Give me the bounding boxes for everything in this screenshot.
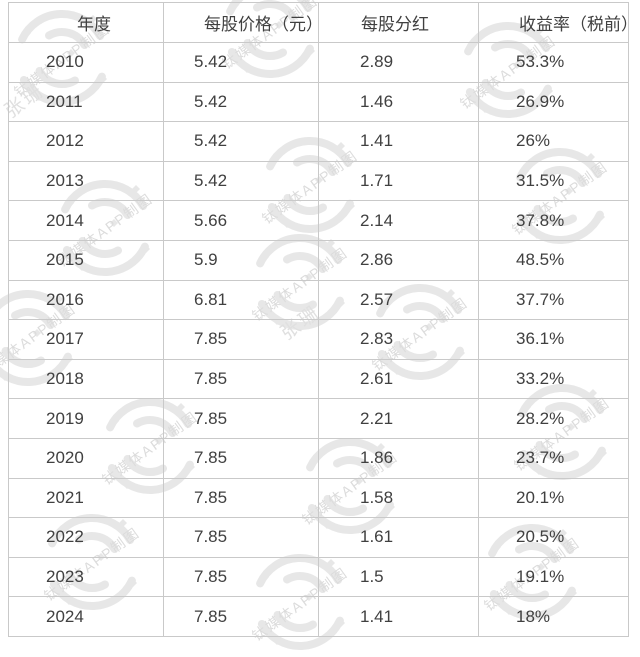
table-row: 2022 7.85 1.61 20.5% [8,517,629,558]
table-cell: 7.85 [163,517,319,558]
table-row: 2019 7.85 2.21 28.2% [8,398,629,439]
table-cell: 7.85 [163,477,319,519]
table-cell: 20.5% [478,517,629,558]
table-row: 2011 5.42 1.46 26.9% [8,81,629,123]
table-row: 2020 7.85 1.86 23.7% [8,437,629,479]
table-cell: 18% [478,596,629,637]
table-cell: 7.85 [163,398,319,439]
table-cell: 6.81 [163,279,319,321]
table-cell: 2.14 [318,200,479,241]
table-row: 2015 5.9 2.86 48.5% [8,239,629,281]
table-cell: 2020 [8,437,164,479]
table-cell: 20.1% [478,477,629,519]
table-cell: 2017 [8,319,164,360]
table-body: 2010 5.42 2.89 53.3% 2011 5.42 1.46 26.9% 2012 5.… [8,42,629,637]
table-cell: 19.1% [478,556,629,598]
table-cell: 2021 [8,477,164,519]
table-cell: 7.85 [163,596,319,637]
table-row: 2023 7.85 1.5 19.1% [8,556,629,598]
table-cell: 2015 [8,239,164,281]
table-row: 2010 5.42 2.89 53.3% [8,42,629,83]
header-row: 年度 每股价格（元） 每股分红 收益率（税前） [8,2,629,43]
table-cell: 5.42 [163,121,319,162]
table-cell: 26% [478,121,629,162]
table-cell: 2.83 [318,319,479,360]
table-cell: 1.41 [318,596,479,637]
table-cell: 2016 [8,279,164,321]
table-cell: 36.1% [478,319,629,360]
table-cell: 7.85 [163,319,319,360]
table-cell: 2023 [8,556,164,598]
table-cell: 1.46 [318,81,479,123]
table-cell: 5.42 [163,81,319,123]
column-header-pretax-yield: 收益率（税前） [478,2,629,43]
table-cell: 28.2% [478,398,629,439]
table-cell: 1.41 [318,121,479,162]
table-cell: 2010 [8,42,164,83]
table-row: 2018 7.85 2.61 33.2% [8,358,629,400]
table-cell: 7.85 [163,358,319,400]
table-cell: 37.7% [478,279,629,321]
page: { "chart_data": { "type": "table", "colu… [0,0,629,650]
column-header-dividend-per-share: 每股分红 [318,2,479,43]
table-cell: 2.21 [318,398,479,439]
table-cell: 5.42 [163,42,319,83]
table-cell: 2.61 [318,358,479,400]
table-cell: 2.86 [318,239,479,281]
table-cell: 31.5% [478,160,629,202]
table-row: 2014 5.66 2.14 37.8% [8,200,629,241]
table-cell: 2022 [8,517,164,558]
table-cell: 2013 [8,160,164,202]
dividend-yield-table: 年度 每股价格（元） 每股分红 收益率（税前） 2010 5.42 2.89 53.3… [8,2,629,637]
table-row: 2013 5.42 1.71 31.5% [8,160,629,202]
table-cell: 7.85 [163,437,319,479]
table-cell: 33.2% [478,358,629,400]
table-cell: 5.66 [163,200,319,241]
table-row: 2017 7.85 2.83 36.1% [8,319,629,360]
table-row: 2016 6.81 2.57 37.7% [8,279,629,321]
table-cell: 2019 [8,398,164,439]
table-cell: 1.71 [318,160,479,202]
table-cell: 2024 [8,596,164,637]
table-cell: 2018 [8,358,164,400]
table-row: 2021 7.85 1.58 20.1% [8,477,629,519]
table-cell: 5.9 [163,239,319,281]
table-cell: 37.8% [478,200,629,241]
table-cell: 1.5 [318,556,479,598]
table-cell: 7.85 [163,556,319,598]
table-cell: 2.89 [318,42,479,83]
table-cell: 26.9% [478,81,629,123]
table-cell: 1.61 [318,517,479,558]
table-cell: 2012 [8,121,164,162]
table-cell: 2.57 [318,279,479,321]
table-cell: 2014 [8,200,164,241]
table-cell: 48.5% [478,239,629,281]
column-header-year: 年度 [8,2,164,43]
table-cell: 5.42 [163,160,319,202]
table-cell: 2011 [8,81,164,123]
column-header-price-per-share: 每股价格（元） [163,2,319,43]
table-header: 年度 每股价格（元） 每股分红 收益率（税前） [8,2,629,43]
table-cell: 23.7% [478,437,629,479]
table-row: 2012 5.42 1.41 26% [8,121,629,162]
table-cell: 53.3% [478,42,629,83]
table-row: 2024 7.85 1.41 18% [8,596,629,637]
table-cell: 1.58 [318,477,479,519]
table-cell: 1.86 [318,437,479,479]
